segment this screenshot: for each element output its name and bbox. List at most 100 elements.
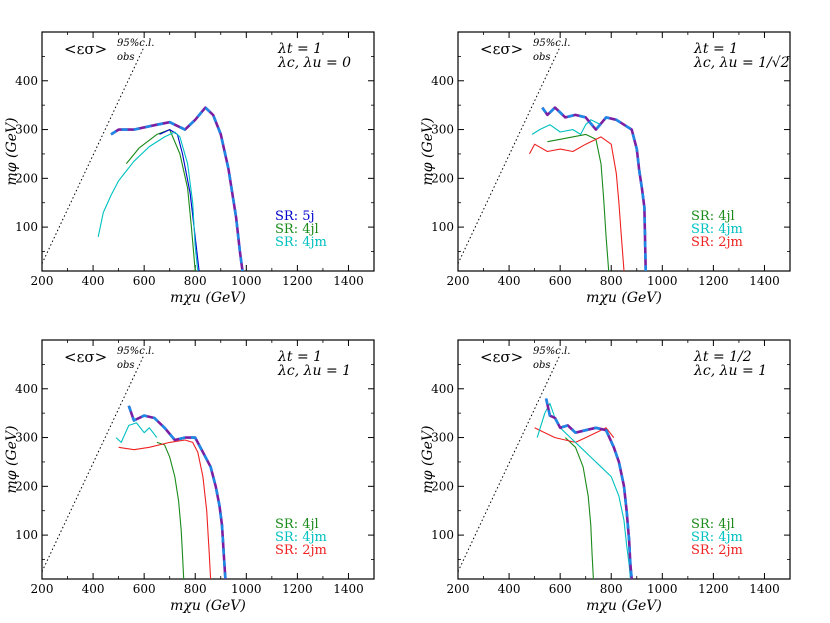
legend-entry: SR: 4jm [275, 530, 327, 545]
y-tick-label: 100 [15, 528, 38, 542]
panel-top-right: 200 400 600 800 1000 1200 1400 100 200 300 400 mχu … [420, 31, 791, 306]
panel-bottom-left: 200 400 600 800 1000 1200 1400 100 200 300 400 mχu … [4, 339, 375, 614]
coupling-label: λt = 1 [693, 41, 738, 57]
header-superscript: 95%c.l. [533, 346, 570, 357]
y-axis-label: mφ (GeV) [420, 425, 436, 493]
header-subscript: obs [533, 52, 551, 63]
header-expression: <εσ> [64, 40, 107, 58]
legend-entry: SR: 4jl [691, 209, 735, 224]
y-tick-label: 200 [15, 171, 38, 185]
legend-entry: SR: 4jm [691, 222, 743, 237]
x-tick-label: 1200 [282, 274, 313, 288]
coupling-label: λt = 1/2 [693, 349, 752, 365]
y-axis-label: mφ (GeV) [4, 117, 20, 185]
y-tick-label: 400 [15, 382, 38, 396]
plot-frame [41, 31, 375, 272]
combined-limit-dash [541, 106, 647, 271]
plot-area [42, 46, 244, 271]
x-axis-label: mχu (GeV) [586, 598, 662, 614]
x-tick-label: 1000 [231, 582, 262, 596]
signal-region-contour [115, 422, 158, 443]
coupling-label: λc, λu = 1 [277, 363, 351, 379]
legend-entry: SR: 4jl [275, 222, 319, 237]
coupling-label: λc, λu = 1/√2 [693, 55, 790, 71]
signal-region-contour [536, 402, 631, 579]
x-tick-label: 600 [133, 274, 156, 288]
x-tick-label: 800 [184, 274, 207, 288]
y-axis-label: mφ (GeV) [420, 117, 436, 185]
legend-entry: SR: 4jl [275, 517, 319, 532]
plot-area [42, 354, 227, 579]
y-tick-label: 300 [431, 431, 454, 445]
signal-region-contour [118, 439, 212, 579]
x-tick-label: 800 [600, 274, 623, 288]
header-superscript: 95%c.l. [117, 38, 154, 49]
x-tick-label: 200 [31, 582, 54, 596]
x-tick-label: 1000 [231, 274, 262, 288]
legend-entry: SR: 4jl [691, 517, 735, 532]
x-tick-label: 200 [447, 582, 470, 596]
combined-limit-dash [110, 106, 244, 271]
y-tick-label: 200 [15, 479, 38, 493]
signal-region-contour [159, 129, 200, 271]
x-axis-label: mχu (GeV) [586, 290, 662, 306]
signal-region-contour [156, 441, 185, 579]
coupling-label: λt = 1 [277, 349, 322, 365]
x-tick-label: 1000 [647, 582, 678, 596]
x-tick-label: 1200 [698, 274, 729, 288]
x-tick-label: 600 [549, 582, 572, 596]
x-tick-label: 200 [31, 274, 54, 288]
x-tick-label: 400 [82, 582, 105, 596]
legend-entry: SR: 2jm [275, 543, 327, 558]
legend-entry: SR: 2jm [691, 235, 743, 250]
panel-header: <εσ> 95%c.l. obs [480, 346, 570, 371]
x-axis-label: mχu (GeV) [170, 290, 246, 306]
y-tick-label: 400 [431, 382, 454, 396]
signal-region-contour [97, 131, 199, 271]
x-tick-label: 600 [133, 582, 156, 596]
y-tick-label: 100 [431, 220, 454, 234]
x-axis-label: mχu (GeV) [170, 598, 246, 614]
coupling-label: λt = 1 [277, 41, 322, 57]
signal-region-contour [125, 129, 196, 271]
x-tick-label: 200 [447, 274, 470, 288]
coupling-label: λc, λu = 1 [693, 363, 767, 379]
header-subscript: obs [533, 360, 551, 371]
y-tick-label: 100 [431, 528, 454, 542]
x-tick-label: 1400 [333, 582, 364, 596]
x-tick-label: 1400 [749, 274, 780, 288]
panel-top-left: 200 400 600 800 1000 1200 1400 100 200 300 400 mχu … [4, 31, 375, 306]
legend-entry: SR: 4jm [691, 530, 743, 545]
x-tick-label: 600 [549, 274, 572, 288]
combined-limit-dash [127, 405, 227, 579]
header-expression: <εσ> [480, 348, 523, 366]
y-tick-label: 200 [431, 171, 454, 185]
legend-entry: SR: 5j [275, 209, 315, 224]
y-tick-label: 400 [431, 74, 454, 88]
panel-header: <εσ> 95%c.l. obs [480, 38, 570, 63]
x-tick-label: 400 [498, 274, 521, 288]
y-tick-label: 300 [431, 123, 454, 137]
combined-limit-dash [544, 398, 633, 579]
x-tick-label: 800 [184, 582, 207, 596]
signal-region-contour [547, 133, 610, 271]
plot-frame [457, 339, 791, 580]
x-tick-label: 1200 [282, 582, 313, 596]
x-tick-label: 400 [498, 582, 521, 596]
header-subscript: obs [117, 360, 135, 371]
x-tick-label: 1400 [333, 274, 364, 288]
plot-frame [457, 31, 791, 272]
x-tick-label: 1000 [647, 274, 678, 288]
header-superscript: 95%c.l. [533, 38, 570, 49]
plot-area [458, 46, 647, 271]
panel-header: <εσ> 95%c.l. obs [64, 38, 154, 63]
y-tick-label: 200 [431, 479, 454, 493]
y-axis-label: mφ (GeV) [4, 425, 20, 493]
legend-entry: SR: 2jm [691, 543, 743, 558]
header-expression: <εσ> [480, 40, 523, 58]
x-tick-label: 800 [600, 582, 623, 596]
x-tick-label: 1400 [749, 582, 780, 596]
y-tick-label: 400 [15, 74, 38, 88]
y-tick-label: 300 [15, 123, 38, 137]
